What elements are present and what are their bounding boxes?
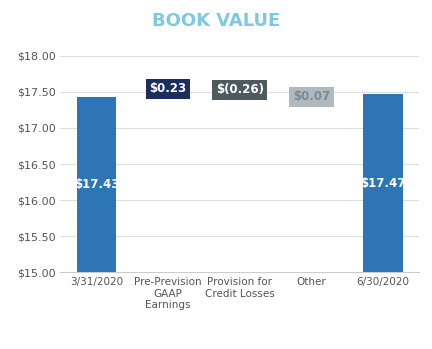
Text: BOOK VALUE: BOOK VALUE	[152, 12, 280, 30]
Text: $17.47: $17.47	[360, 177, 406, 190]
Text: $0.07: $0.07	[293, 90, 330, 103]
Text: $17.43: $17.43	[74, 178, 119, 191]
Bar	[149, 80, 188, 97]
Text: $0.23: $0.23	[149, 82, 187, 95]
Bar	[363, 94, 403, 272]
Text: $(0.26): $(0.26)	[216, 83, 264, 96]
Bar	[292, 94, 331, 99]
Bar	[77, 97, 116, 272]
Bar	[220, 80, 260, 99]
